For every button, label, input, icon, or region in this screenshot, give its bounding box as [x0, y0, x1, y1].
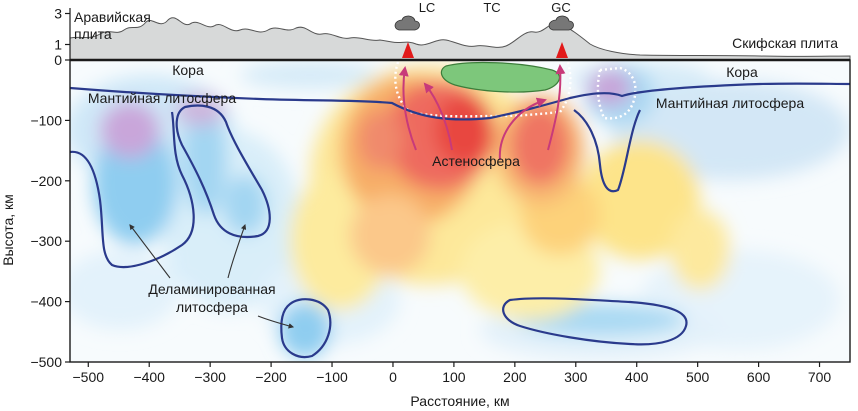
x-tick-label: 500 [686, 369, 710, 385]
x-tick-label: −200 [255, 369, 287, 385]
x-tick-label: −400 [133, 369, 165, 385]
y-tick-label: −500 [30, 354, 62, 370]
arabian-plate-label-line2: плита [74, 26, 112, 42]
x-tick-label: 0 [389, 369, 397, 385]
asthenosphere-label: Астеносфера [432, 153, 520, 169]
delaminated-label-line1: Деламинированная [148, 281, 275, 297]
delaminated-slab-middle [175, 104, 271, 239]
x-axis-ticks: −500 −400 −300 −200 −100 0 100 200 300 400 500 600 7… [73, 362, 832, 385]
y-tick-label: 0 [54, 52, 62, 68]
y-axis-label: Высота, км [0, 194, 16, 266]
green-anomaly-body [440, 61, 561, 93]
crust-label-left: Кора [172, 62, 204, 78]
lithosphere-keel-right [573, 109, 641, 193]
pointer-arrow-left [129, 224, 171, 279]
x-tick-label: 700 [808, 369, 832, 385]
magma-arrow-3 [498, 97, 547, 161]
volcano-GC-marker [548, 15, 574, 58]
volcano-LC-marker [394, 15, 420, 58]
x-tick-label: 600 [747, 369, 771, 385]
scythian-plate-label: Скифская плита [732, 35, 838, 51]
x-tick-label: 300 [564, 369, 588, 385]
topo-tick-label: 1 [54, 37, 62, 53]
y-tick-label: −300 [30, 233, 62, 249]
pointer-arrow-deep [257, 315, 295, 329]
volcano-LC-label: LC [419, 0, 436, 15]
x-tick-label: 400 [625, 369, 649, 385]
y-tick-label: −400 [30, 294, 62, 310]
topo-axis-ticks: 31 [54, 6, 70, 53]
y-axis-ticks: 0 −100 −200 −300 −400 −500 [30, 52, 70, 370]
y-tick-label: −200 [30, 173, 62, 189]
x-tick-label: −100 [316, 369, 348, 385]
x-tick-label: −300 [194, 369, 226, 385]
dotted-outline-right [596, 66, 637, 120]
x-tick-label: −500 [73, 369, 105, 385]
magma-arrow-4 [547, 64, 566, 151]
delaminated-blob-deep [280, 298, 332, 359]
topo-tick-label: 3 [54, 6, 62, 22]
magma-arrow-1 [398, 66, 417, 151]
pointer-arrow-middle [227, 223, 247, 279]
x-tick-label: 100 [442, 369, 466, 385]
mantle-lithosphere-label-left: Мантийная литосфера [88, 90, 236, 106]
volcano-GC-label: GC [551, 0, 571, 15]
crust-label-right: Кора [726, 64, 758, 80]
arabian-plate-label-line1: Аравийская [74, 9, 151, 25]
dotted-outline-center [394, 61, 572, 118]
mantle-lithosphere-label-right: Мантийная литосфера [656, 95, 804, 111]
velocity-anomaly-field [70, 60, 850, 362]
volcano-TC-label: TC [483, 0, 500, 15]
x-tick-label: 200 [503, 369, 527, 385]
topography-profile [69, 17, 851, 61]
magma-arrow-2 [423, 82, 453, 151]
x-axis-label: Расстояние, км [410, 393, 509, 409]
delaminated-slab-left [70, 111, 195, 269]
delaminated-label-line2: литосфера [176, 299, 248, 315]
y-tick-label: −100 [30, 112, 62, 128]
mantle-lithosphere-boundary [70, 82, 850, 121]
delaminated-body-right [502, 297, 688, 346]
